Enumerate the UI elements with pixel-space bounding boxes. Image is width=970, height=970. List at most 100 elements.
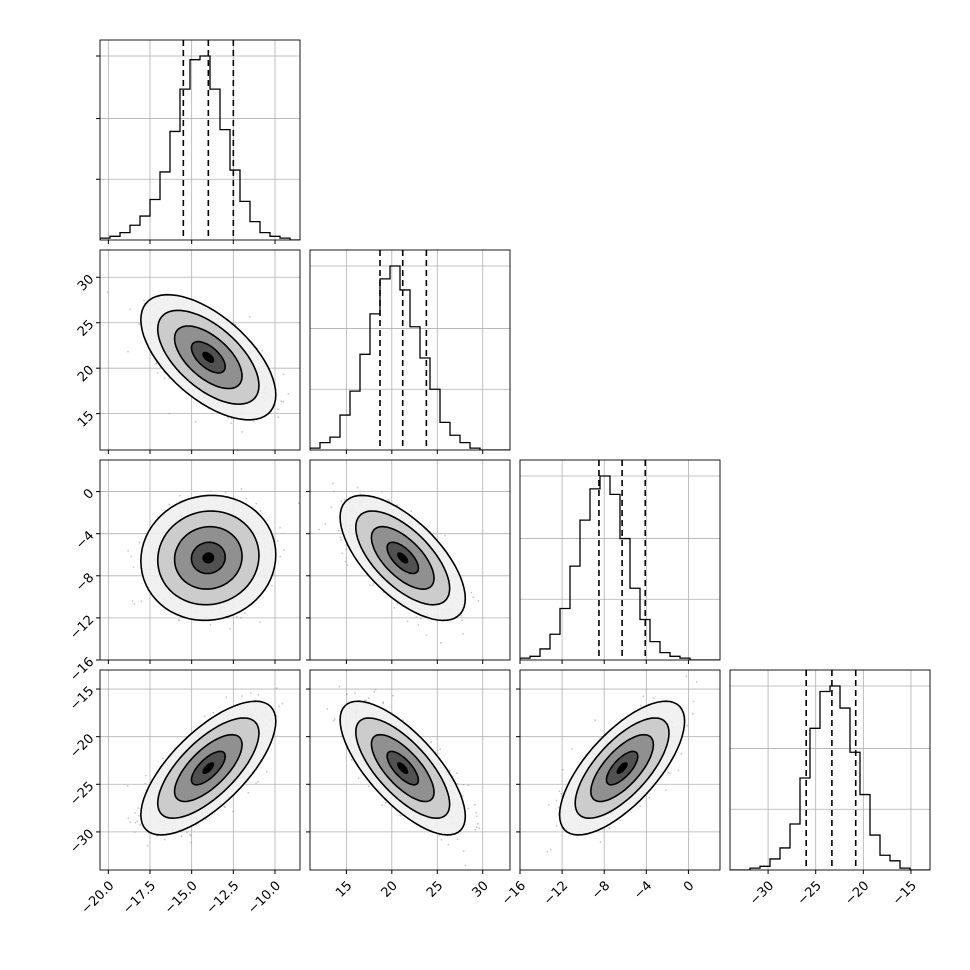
sample-point — [357, 777, 360, 779]
sample-point — [462, 783, 465, 786]
scatter-panel-3-1: 15 20 25 30 — [306, 669, 511, 901]
sample-point — [143, 299, 145, 302]
sample-point — [456, 782, 459, 785]
sample-point — [340, 735, 343, 738]
sample-point — [163, 838, 166, 841]
sample-point — [212, 711, 215, 714]
axes-frame — [729, 669, 931, 871]
sample-point — [190, 834, 192, 837]
sample-point — [555, 824, 558, 827]
sample-point — [255, 782, 257, 785]
sample-point — [136, 820, 139, 823]
y-tick-label: 0 — [81, 486, 97, 502]
sample-point — [475, 815, 478, 818]
sample-point — [276, 540, 279, 542]
sample-point — [241, 695, 243, 697]
sample-point — [373, 691, 376, 693]
axes-frame — [99, 459, 301, 661]
y-tick-label: −12 — [67, 613, 97, 643]
contour-line — [156, 510, 260, 606]
sample-point — [278, 705, 280, 708]
density-peak — [202, 351, 215, 363]
sample-point — [129, 308, 132, 311]
sample-point — [195, 824, 198, 826]
sample-point — [381, 490, 383, 493]
sample-point — [337, 529, 340, 532]
sample-point — [363, 699, 366, 702]
contour-line — [190, 541, 227, 575]
sample-point — [372, 584, 374, 587]
y-tick-label: 30 — [75, 272, 97, 294]
histogram-line — [520, 475, 720, 660]
contour-line — [370, 525, 435, 591]
contour-line — [190, 340, 227, 374]
scatter-panel-2-0: −16 −12 −8 −4 0 — [67, 459, 301, 685]
contour-line — [139, 293, 277, 421]
sample-point — [555, 799, 558, 802]
sample-point — [692, 700, 695, 703]
contour-line — [139, 700, 277, 836]
density-peak — [202, 552, 215, 564]
sample-point — [270, 584, 273, 587]
sample-point — [205, 818, 207, 821]
sample-point — [279, 526, 281, 529]
contour-line — [558, 700, 686, 836]
contour-line — [354, 510, 451, 606]
sample-point — [333, 490, 335, 493]
histogram-line — [310, 265, 510, 450]
sample-point — [467, 807, 470, 810]
scatter-panel-3-0: −20.0 −17.5 −15.0 −12.5 −10.0 −30 −25 −20 −15 — [67, 669, 301, 917]
sample-point — [549, 849, 552, 851]
sample-point — [326, 708, 329, 710]
sample-point — [188, 833, 191, 836]
sample-point — [340, 500, 343, 503]
sample-point — [249, 692, 252, 694]
sample-point — [350, 759, 353, 761]
contour-line — [173, 325, 243, 390]
sample-point — [692, 712, 694, 715]
axes-frame — [99, 669, 301, 871]
sample-point — [652, 697, 655, 700]
sample-point — [332, 719, 335, 722]
sample-point — [475, 811, 478, 814]
sample-point — [546, 850, 549, 853]
sample-point — [287, 393, 290, 395]
y-tick-label: −30 — [67, 827, 97, 857]
sample-point — [425, 634, 428, 637]
sample-point — [462, 850, 465, 853]
sample-point — [156, 372, 159, 374]
sample-point — [402, 719, 404, 722]
sample-point — [396, 602, 399, 605]
sample-point — [155, 363, 158, 365]
sample-point — [134, 812, 137, 814]
sample-point — [430, 741, 433, 743]
sample-point — [385, 801, 387, 804]
sample-point — [456, 838, 459, 840]
x-tick-label: −20 — [842, 878, 872, 908]
sample-point — [248, 315, 251, 318]
y-tick-label: −20 — [67, 731, 97, 761]
x-tick-label: −15 — [890, 878, 920, 908]
contour-line — [139, 494, 277, 622]
x-tick-label: −30 — [747, 878, 777, 908]
sample-point — [280, 400, 283, 403]
sample-point — [224, 491, 227, 494]
sample-point — [146, 844, 149, 847]
sample-point — [447, 843, 450, 846]
sample-point — [396, 504, 399, 506]
sample-point — [470, 591, 473, 594]
sample-point — [464, 864, 467, 867]
sample-point — [259, 510, 262, 512]
contour-line — [156, 309, 260, 406]
sample-point — [473, 803, 476, 806]
sample-point — [168, 412, 171, 415]
sample-point — [179, 494, 181, 497]
sample-point — [594, 719, 597, 722]
x-tick-label: 0 — [681, 878, 697, 894]
sample-point — [132, 566, 135, 568]
sample-point — [456, 772, 458, 775]
histogram-panel-1 — [309, 249, 511, 454]
contour-line — [589, 733, 655, 803]
sample-point — [277, 416, 280, 419]
sample-point — [346, 693, 348, 696]
